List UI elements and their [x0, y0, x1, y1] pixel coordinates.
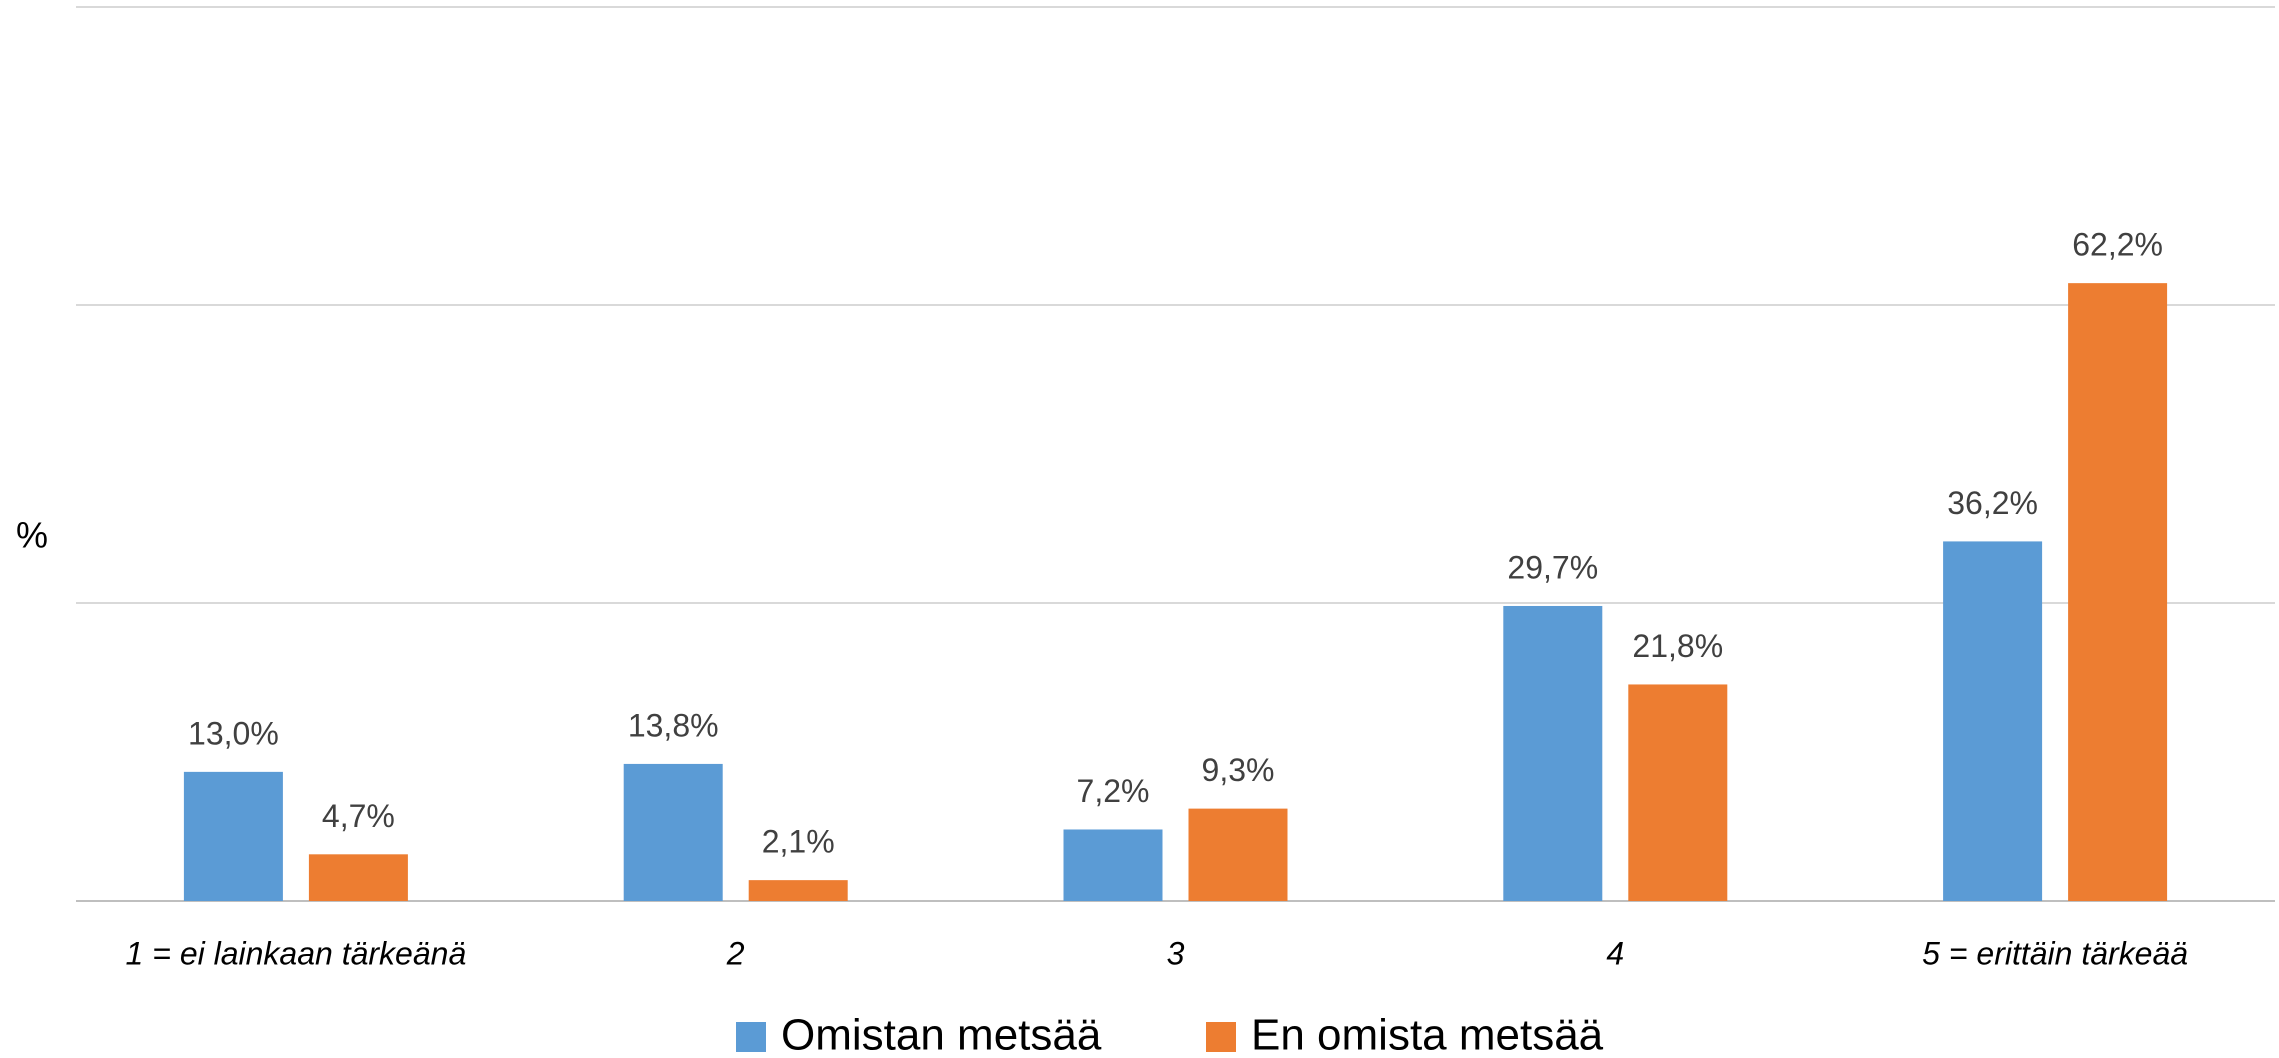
value-label: 21,8% — [1632, 628, 1723, 664]
bar — [183, 771, 283, 901]
legend-swatch — [1206, 1022, 1236, 1052]
y-axis-label: % — [16, 515, 48, 556]
value-label: 4,7% — [322, 798, 395, 834]
bar — [1943, 541, 2043, 901]
bar — [623, 763, 723, 901]
bar — [1503, 605, 1603, 901]
x-tick-label: 1 = ei lainkaan tärkeänä — [126, 935, 467, 971]
value-label: 62,2% — [2072, 227, 2163, 263]
bar — [2068, 283, 2168, 901]
value-label: 2,1% — [762, 824, 835, 860]
x-tick-label: 4 — [1606, 935, 1624, 971]
x-tick-label: 2 — [726, 935, 745, 971]
value-label: 7,2% — [1077, 773, 1150, 809]
value-label: 9,3% — [1202, 752, 1275, 788]
x-tick-label: 3 — [1167, 935, 1185, 971]
value-label: 36,2% — [1947, 485, 2038, 521]
legend-label: En omista metsää — [1251, 1011, 1604, 1058]
value-label: 13,0% — [188, 715, 279, 751]
bar — [1188, 808, 1288, 901]
x-tick-label: 5 = erittäin tärkeää — [1922, 935, 2188, 971]
bar — [1063, 829, 1163, 901]
legend-label: Omistan metsää — [781, 1011, 1102, 1058]
bar — [308, 854, 408, 901]
bar — [748, 880, 848, 901]
value-label: 29,7% — [1507, 549, 1598, 585]
bar — [1628, 684, 1728, 901]
legend-swatch — [736, 1022, 766, 1052]
value-label: 13,8% — [628, 707, 719, 743]
